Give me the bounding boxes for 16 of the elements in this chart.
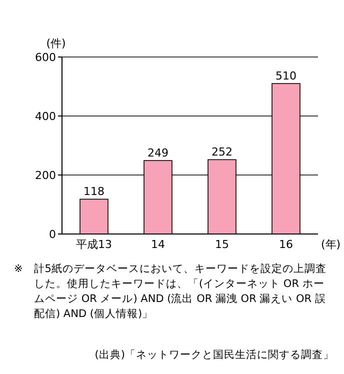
data-label: 252 bbox=[212, 146, 232, 159]
y-tick-label: 400 bbox=[35, 110, 56, 123]
y-tick-label: 0 bbox=[49, 228, 56, 241]
text: (出典)「ネットワークと国民生活に関する調査」 bbox=[94, 348, 334, 362]
x-tick-label: 16 bbox=[279, 238, 293, 251]
x-tick-label: 14 bbox=[151, 238, 165, 251]
text: ※ 計5紙のデータベースにおいて、キーワードを設定の上調査した。使用したキーワードは、「(インターネット OR ホームページ OR メール) AND (流出 OR 漏洩 OR 漏えい OR 誤配信) AND (個人情報)」 bbox=[14, 262, 328, 322]
x-tick-label: 15 bbox=[215, 238, 229, 251]
y-tick-label: 200 bbox=[35, 169, 56, 182]
data-label: 510 bbox=[276, 70, 296, 83]
y-tick-label: 600 bbox=[35, 51, 56, 64]
y-axis-title: (件) bbox=[46, 37, 66, 50]
x-axis-title: (年) bbox=[321, 238, 341, 251]
data-label: 118 bbox=[84, 185, 104, 198]
data-label: 249 bbox=[148, 146, 168, 160]
x-tick-label: 平成13 bbox=[76, 238, 112, 251]
